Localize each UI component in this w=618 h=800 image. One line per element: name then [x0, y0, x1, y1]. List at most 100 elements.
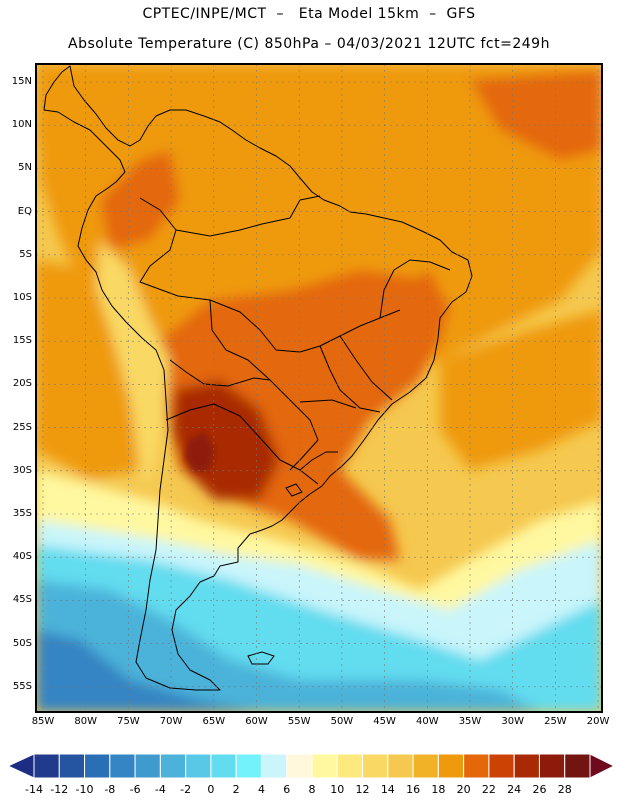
lon-tick-label: 75W	[117, 716, 140, 727]
colorbar-high-arrow	[589, 753, 616, 779]
lat-tick-label: 45S	[12, 594, 32, 606]
colorbar-swatch	[84, 753, 111, 779]
colorbar-tick-label: 0	[207, 783, 215, 796]
chart-subtitle: Absolute Temperature (C) 850hPa – 04/03/…	[68, 36, 550, 52]
colorbar-swatch	[210, 753, 237, 779]
colorbar-tick-label: 18	[431, 783, 446, 796]
lon-tick-label: 50W	[330, 716, 354, 727]
graticule	[36, 64, 602, 712]
lake-patos	[285, 483, 303, 497]
colorbar-swatch	[235, 753, 262, 779]
lat-tick-label: 5N	[18, 162, 32, 174]
lat-tick-label: 15N	[11, 76, 32, 87]
colorbar-swatch	[33, 753, 60, 779]
field-continent-hot-northeast	[380, 270, 450, 360]
lat-tick-label: 5S	[19, 248, 32, 260]
colorbar-swatch	[134, 753, 161, 779]
colorbar-tick-label: 26	[532, 783, 547, 796]
colorbar-tick-label: -14	[25, 783, 43, 796]
field-atlantic-band	[470, 70, 602, 160]
lat-tick-label: 55S	[12, 680, 32, 692]
colorbar-swatch	[159, 753, 187, 779]
colorbar-tick-label: 28	[557, 783, 572, 796]
lat-tick-label: 25S	[12, 421, 32, 433]
lon-tick-label: 35W	[458, 716, 482, 727]
field-continent-hot-north	[100, 150, 180, 250]
colorbar-swatch	[109, 753, 136, 779]
border-line	[299, 399, 357, 409]
colorbar-tick-label: 24	[507, 783, 522, 796]
border-line	[379, 259, 451, 319]
colorbar-tick-label: 22	[481, 783, 496, 796]
map-frame	[35, 63, 603, 713]
colorbar-tick-label: -6	[129, 783, 141, 796]
colorbar-tick-label: -8	[104, 783, 116, 796]
field-polar	[36, 630, 260, 712]
border-line	[319, 345, 381, 413]
temperature-field	[36, 64, 602, 712]
border-line	[169, 359, 271, 387]
border-line	[139, 197, 401, 353]
colorbar-swatch	[260, 753, 288, 779]
field-caribbean-warm	[36, 64, 420, 200]
field-pacific-warm	[36, 260, 140, 480]
lat-tick-label: EQ	[17, 205, 32, 217]
border-line	[339, 335, 393, 401]
colorbar-swatch	[437, 753, 465, 779]
colorbar-swatch	[387, 753, 414, 779]
coastline	[43, 65, 473, 691]
colorbar-swatch	[311, 753, 338, 779]
field-hot-peak	[185, 432, 215, 472]
colorbar-tick-label: 6	[283, 783, 291, 796]
lat-tick-label: 40S	[12, 551, 32, 563]
border-line	[299, 451, 338, 471]
lat-tick-label: 30S	[12, 464, 32, 476]
colorbar-tick-label: -4	[154, 783, 166, 796]
island-falklands	[247, 651, 275, 665]
colorbar-tick-label: 16	[406, 783, 421, 796]
field-southern-colder	[36, 580, 540, 712]
colorbar-swatch	[538, 753, 566, 779]
colorbar-swatch	[463, 753, 490, 779]
colorbar-tick-label: -12	[50, 783, 69, 796]
field-andes-cold	[95, 240, 170, 480]
border-line	[175, 195, 321, 237]
lon-tick-label: 85W	[31, 716, 55, 727]
lon-tick-label: 55W	[287, 716, 311, 727]
colorbar-tick-label: 20	[456, 783, 471, 796]
colorbar-tick-label: -2	[180, 783, 192, 796]
lon-tick-label: 60W	[245, 716, 268, 727]
lat-tick-label: 35S	[12, 508, 32, 519]
colorbar-swatch	[362, 753, 389, 779]
lat-tick-label: 20S	[12, 378, 32, 390]
lon-tick-label: 25W	[544, 716, 567, 727]
lat-tick-label: 15S	[12, 335, 32, 347]
lat-tick-label: 10S	[12, 292, 32, 303]
colorbar-tick-label: 4	[257, 783, 265, 796]
colorbar-tick-label: 12	[355, 783, 370, 796]
lon-tick-label: 80W	[74, 716, 97, 727]
colorbar-swatch	[513, 753, 540, 779]
lon-tick-label: 40W	[415, 716, 439, 727]
colorbar-swatch	[185, 753, 212, 779]
colorbar-swatch	[336, 753, 364, 779]
field-south-atlantic-warm	[440, 310, 602, 470]
lon-tick-label: 30W	[501, 716, 524, 727]
lon-tick-label: 70W	[159, 716, 183, 727]
lon-tick-label: 65W	[202, 716, 226, 727]
lon-tick-label: 45W	[373, 716, 396, 727]
colorbar-tick-label: 14	[380, 783, 395, 796]
border-line	[165, 403, 319, 485]
colorbar-swatch	[286, 753, 313, 779]
colorbar-tick-label: -10	[75, 783, 94, 796]
colorbar-low-arrow	[6, 753, 35, 779]
colorbar-swatch	[564, 753, 591, 779]
colorbar-tick-label: 10	[330, 783, 345, 796]
lon-tick-label: 20W	[586, 716, 610, 727]
lat-tick-label: 10N	[11, 119, 32, 131]
lat-tick-label: 50S	[12, 637, 32, 649]
colorbar-swatch	[58, 753, 86, 779]
colorbar-tick-label: 8	[308, 783, 316, 796]
border-line	[209, 299, 319, 471]
